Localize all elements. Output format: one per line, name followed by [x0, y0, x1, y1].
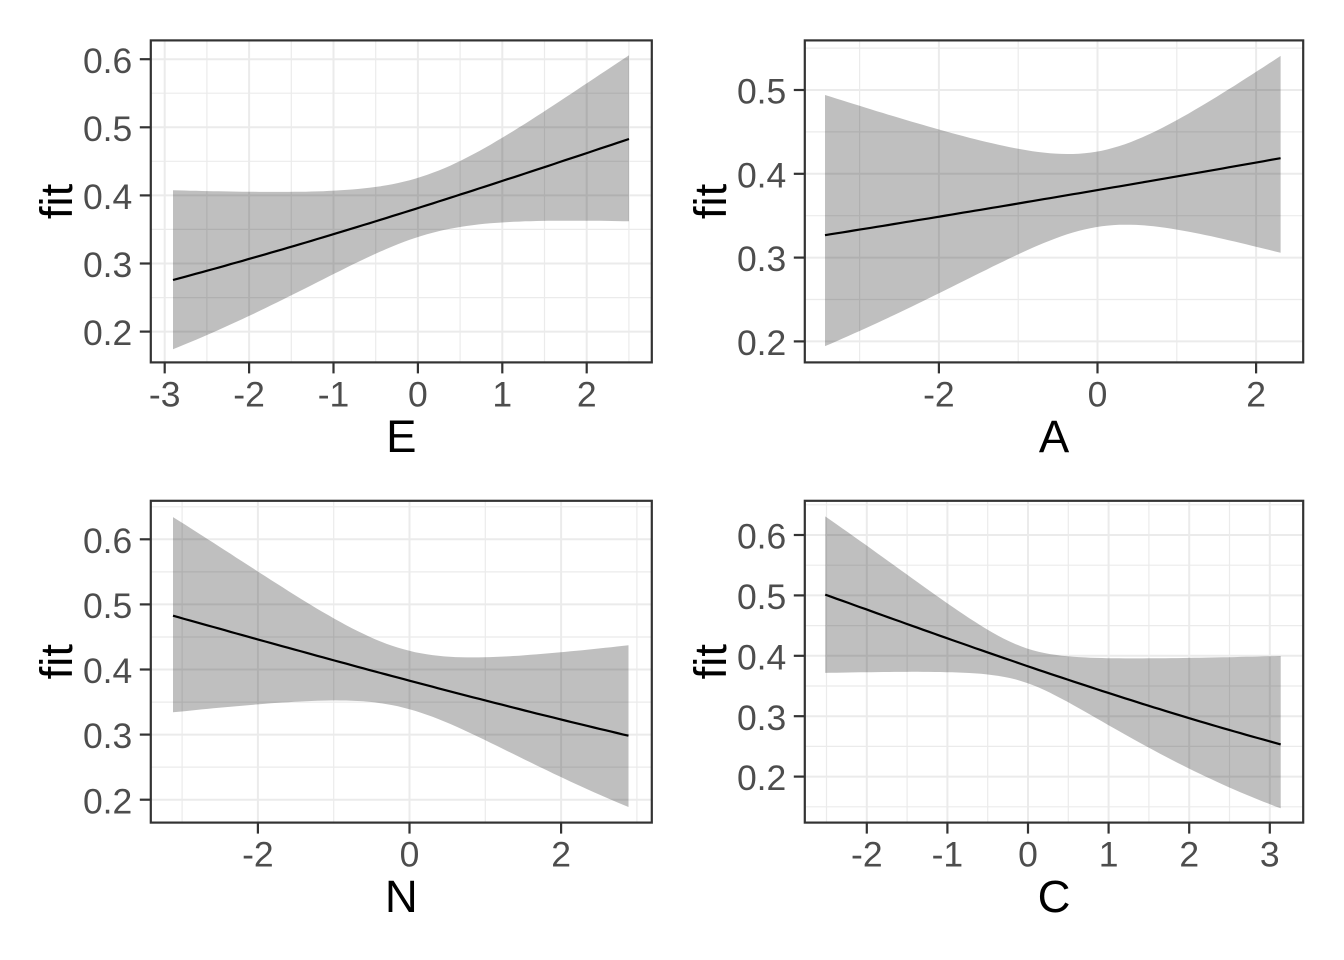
svg-text:C: C: [1038, 871, 1071, 922]
svg-text:0.6: 0.6: [737, 517, 786, 557]
svg-text:-3: -3: [149, 374, 181, 414]
svg-text:-2: -2: [923, 374, 955, 414]
svg-text:2: 2: [577, 374, 597, 414]
svg-text:0.4: 0.4: [737, 637, 786, 677]
svg-text:-1: -1: [932, 835, 964, 875]
svg-text:0.2: 0.2: [83, 781, 132, 821]
svg-text:1: 1: [492, 374, 512, 414]
svg-text:3: 3: [1260, 835, 1280, 875]
svg-text:0.6: 0.6: [83, 521, 132, 561]
svg-text:0.4: 0.4: [737, 155, 786, 195]
svg-text:0.6: 0.6: [83, 41, 132, 81]
svg-text:0.5: 0.5: [83, 109, 132, 149]
svg-text:0.5: 0.5: [83, 586, 132, 626]
svg-text:0.3: 0.3: [737, 698, 786, 738]
svg-text:E: E: [386, 411, 416, 462]
svg-text:0.5: 0.5: [737, 72, 786, 112]
svg-text:0.5: 0.5: [737, 577, 786, 617]
svg-text:A: A: [1039, 411, 1070, 462]
svg-text:1: 1: [1099, 835, 1119, 875]
svg-text:-2: -2: [233, 374, 265, 414]
svg-text:fit: fit: [685, 644, 736, 680]
svg-text:0.2: 0.2: [83, 313, 132, 353]
svg-text:0.3: 0.3: [83, 245, 132, 285]
svg-text:N: N: [385, 871, 418, 922]
svg-text:0.4: 0.4: [83, 177, 132, 217]
svg-text:0.2: 0.2: [737, 323, 786, 363]
svg-text:0: 0: [408, 374, 428, 414]
svg-text:fit: fit: [31, 183, 82, 219]
svg-text:0.3: 0.3: [737, 239, 786, 279]
svg-text:0.3: 0.3: [83, 716, 132, 756]
svg-text:0.2: 0.2: [737, 758, 786, 798]
svg-text:0: 0: [1018, 835, 1038, 875]
svg-text:0: 0: [1088, 374, 1108, 414]
svg-text:2: 2: [551, 835, 571, 875]
svg-text:2: 2: [1246, 374, 1266, 414]
svg-text:2: 2: [1179, 835, 1199, 875]
svg-text:fit: fit: [31, 644, 82, 680]
svg-text:0.4: 0.4: [83, 651, 132, 691]
svg-text:fit: fit: [685, 183, 736, 219]
svg-text:-2: -2: [242, 835, 274, 875]
svg-text:-2: -2: [851, 835, 883, 875]
svg-text:0: 0: [400, 835, 420, 875]
svg-text:-1: -1: [318, 374, 350, 414]
